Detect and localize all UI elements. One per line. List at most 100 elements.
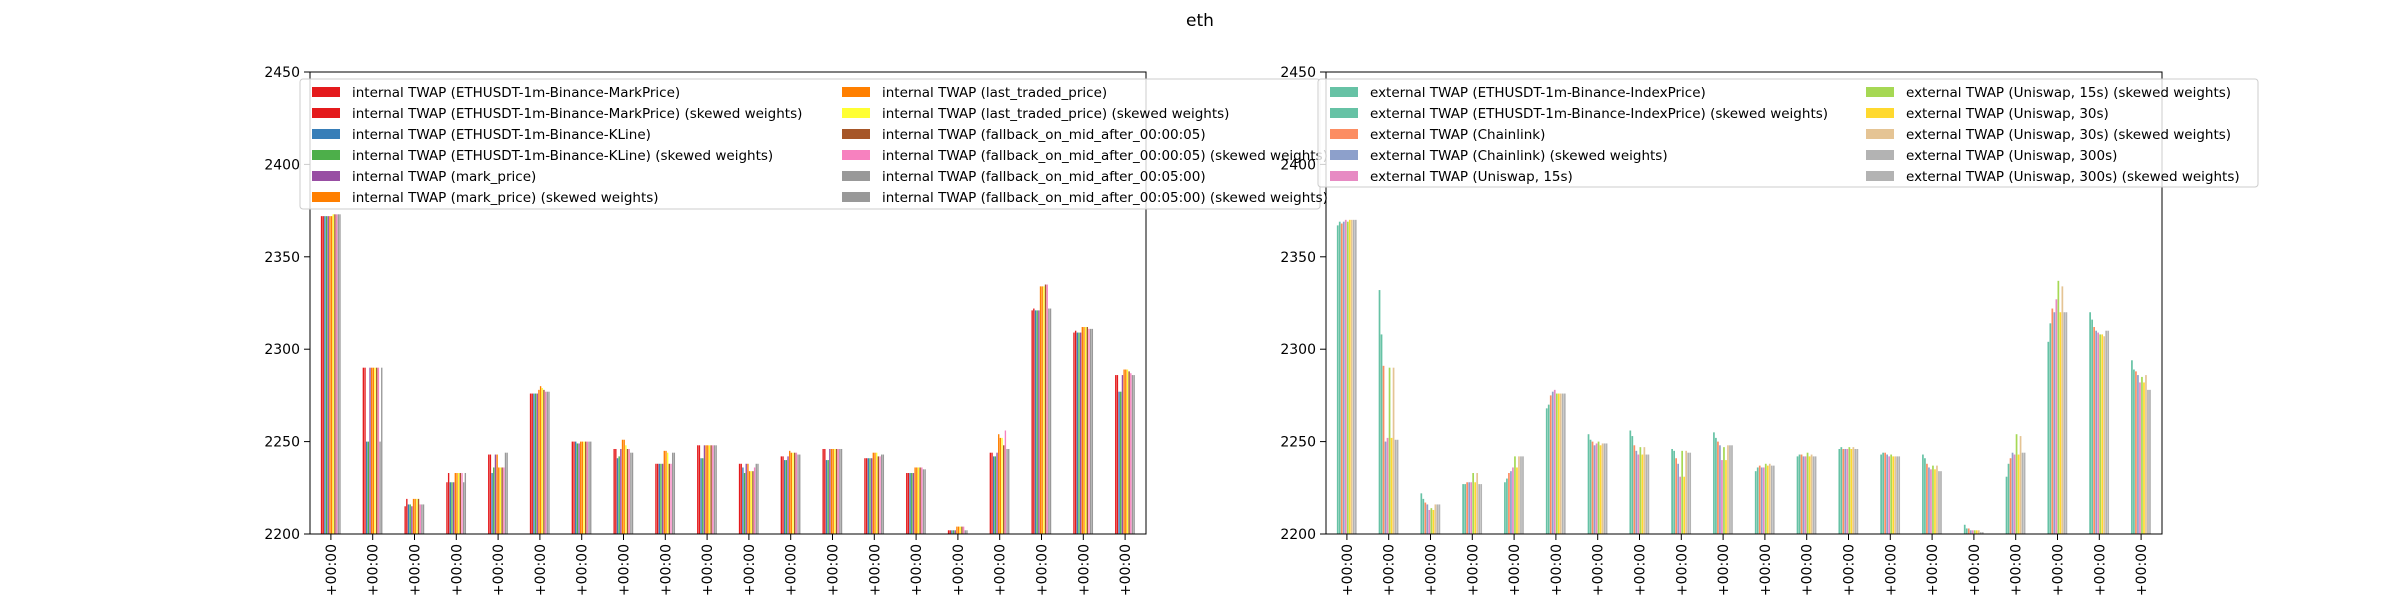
bar [1438, 504, 1441, 534]
bar [1346, 221, 1349, 534]
bar [2007, 463, 2010, 534]
bar [797, 454, 799, 534]
bar [1593, 445, 1596, 534]
bar [1802, 456, 1805, 534]
bar [837, 448, 839, 534]
bar [782, 456, 784, 534]
bar [1380, 334, 1383, 534]
bar [1468, 482, 1470, 534]
bar [1969, 530, 1972, 534]
bar [2059, 312, 2062, 534]
bar [364, 367, 366, 534]
bar [1631, 436, 1634, 534]
bar [755, 463, 757, 534]
bar [621, 439, 624, 534]
bar [1894, 456, 1897, 534]
legend-label: internal TWAP (fallback_on_mid_after_00:… [882, 127, 1206, 143]
bar [1840, 447, 1843, 534]
x-tick-label: +00:00 [909, 544, 925, 596]
bar [462, 482, 465, 534]
x-tick-label: +00:00 [1076, 544, 1092, 596]
bar [1478, 484, 1481, 534]
x-tick-label: +00:00 [1800, 544, 1816, 596]
bar [616, 458, 619, 534]
bar [412, 498, 415, 534]
bar [832, 448, 834, 534]
bar [573, 441, 575, 534]
bar [794, 452, 796, 534]
bar [2097, 332, 2099, 534]
legend-swatch [1866, 108, 1894, 118]
bar [1131, 375, 1134, 534]
bar [337, 214, 339, 535]
bar [1089, 328, 1092, 534]
legend-box [1317, 78, 2259, 188]
legend-label: external TWAP (Chainlink) (skewed weight… [1370, 148, 1668, 164]
bar [991, 452, 993, 534]
bar [745, 463, 747, 534]
bar [707, 445, 709, 534]
bar [503, 467, 505, 534]
bar [834, 448, 836, 534]
bar [1518, 456, 1520, 534]
x-tick-label: +00:00 [867, 544, 883, 596]
bar [2011, 452, 2014, 534]
bar [488, 454, 490, 534]
bar [906, 473, 908, 534]
bar [1647, 454, 1650, 534]
bar [1629, 430, 1632, 534]
bar [464, 473, 467, 534]
bar [829, 448, 831, 534]
bar [867, 458, 869, 534]
bar [1384, 441, 1387, 534]
legend: external TWAP (ETHUSDT-1m-Binance-IndexP… [1317, 78, 2259, 188]
bar [623, 439, 625, 534]
legend-swatch [312, 87, 340, 97]
bar [548, 391, 550, 534]
bar [576, 443, 579, 534]
bar [2101, 334, 2104, 534]
y-tick-label: 2400 [1280, 157, 1316, 173]
bar [1886, 454, 1888, 534]
bar [757, 463, 759, 534]
bar [324, 216, 326, 534]
bar [320, 216, 323, 534]
x-tick-label: +00:00 [742, 544, 758, 596]
bar [461, 473, 463, 534]
bar [877, 456, 880, 534]
bar [1118, 391, 1120, 534]
bar [1076, 332, 1078, 534]
bar [2055, 299, 2058, 534]
legend-label: external TWAP (Uniswap, 30s) (skewed wei… [1906, 127, 2231, 143]
x-tick-label: +00:00 [784, 544, 800, 596]
bar [1637, 454, 1640, 534]
bar [1036, 310, 1038, 534]
bar [1643, 447, 1646, 534]
bar [827, 460, 829, 534]
bar [1078, 332, 1080, 534]
bar [1673, 450, 1675, 534]
bar [799, 454, 801, 534]
bar [966, 530, 968, 534]
y-tick-label: 2200 [264, 527, 300, 543]
bar [334, 214, 336, 535]
bar [1641, 454, 1644, 534]
bar [1762, 467, 1765, 534]
bar [404, 506, 406, 534]
bar [869, 458, 871, 534]
bar [506, 452, 508, 534]
x-tick-label: +00:00 [1633, 544, 1649, 596]
bar [1683, 476, 1686, 534]
bar [912, 473, 915, 534]
bar [1796, 456, 1799, 534]
x-tick-label: +00:00 [1674, 544, 1690, 596]
bar [457, 473, 460, 534]
x-tick-label: +00:00 [449, 544, 465, 596]
bar [1115, 375, 1117, 534]
bar [1336, 225, 1339, 534]
x-tick-label: +00:00 [1035, 544, 1051, 596]
bar [493, 467, 495, 534]
bar [1074, 330, 1077, 534]
legend-label: internal TWAP (fallback_on_mid_after_00:… [882, 148, 1328, 164]
bar [456, 473, 458, 534]
